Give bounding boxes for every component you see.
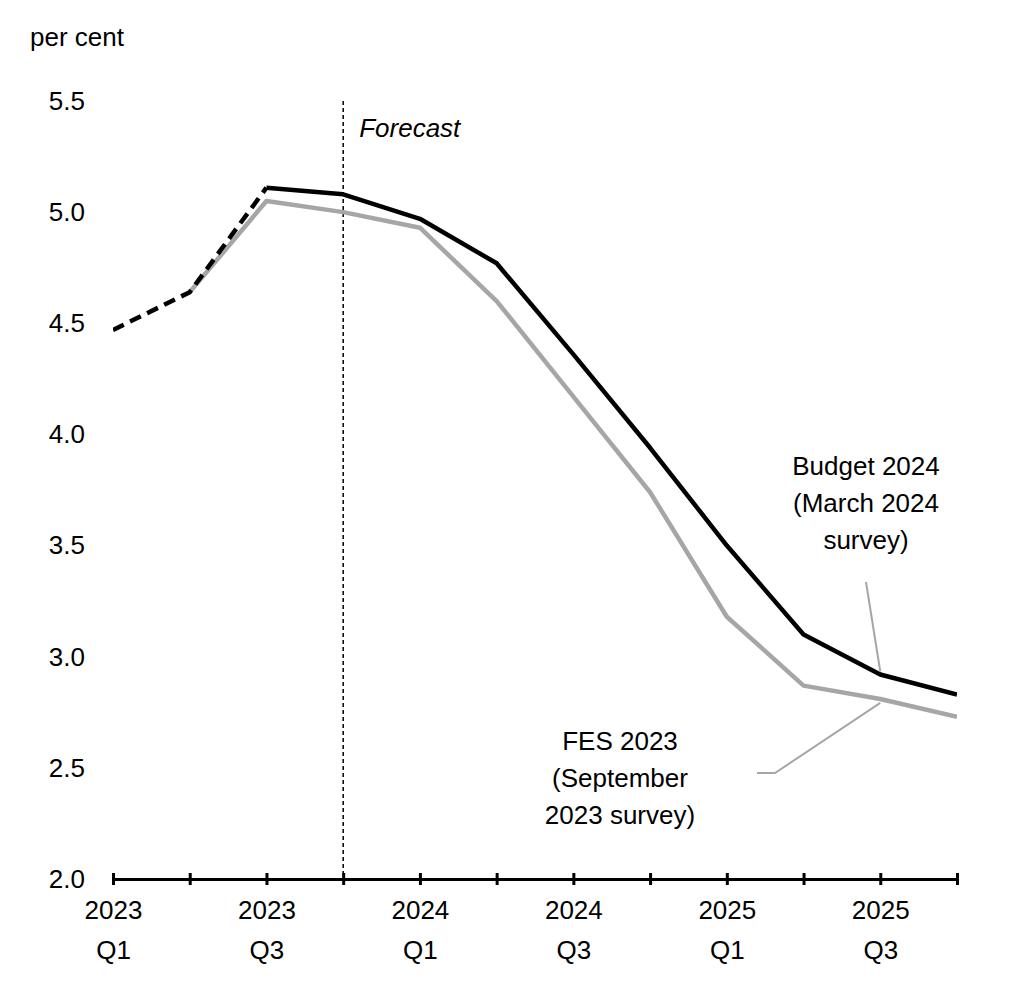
y-tick: 3.0: [49, 642, 113, 672]
y-axis-line: [113, 102, 114, 880]
x-tick-label: 2023Q3: [238, 895, 296, 965]
y-axis: 2.0 2.5 3.0 3.5 4.0 4.5 5.0 5.5: [49, 86, 114, 894]
y-tick-label: 3.0: [49, 642, 85, 672]
forecast-line: [342, 101, 344, 879]
x-tick-mark: [189, 873, 192, 885]
x-tick: [957, 873, 958, 885]
x-tick-mark: [956, 873, 959, 885]
y-tick-label: 4.5: [49, 308, 85, 338]
x-tick-mark: [112, 873, 115, 885]
series-line: [113, 188, 266, 330]
forecast-label: Forecast: [359, 113, 462, 143]
y-tick: 5.0: [49, 197, 113, 227]
y-tick-label: 2.0: [49, 864, 85, 894]
y-tick-label: 2.5: [49, 753, 85, 783]
series-line: [266, 188, 957, 695]
x-tick-label: 2024Q1: [391, 895, 449, 965]
y-tick: 3.5: [49, 530, 113, 560]
y-tick: 5.5: [49, 86, 113, 116]
series-label: FES 2023(September2023 survey): [545, 726, 695, 830]
x-tick-label: 2023Q1: [85, 895, 143, 965]
x-tick-mark: [879, 873, 882, 885]
series-line: [190, 201, 957, 717]
x-tick-label: 2024Q3: [545, 895, 603, 965]
x-tick: 2024Q1: [391, 873, 449, 965]
x-tick-mark: [649, 873, 652, 885]
x-tick-mark: [419, 873, 422, 885]
x-tick: [650, 873, 651, 885]
x-tick-mark: [726, 873, 729, 885]
y-tick-label: 3.5: [49, 530, 85, 560]
x-tick: [190, 873, 191, 885]
x-tick-mark: [572, 873, 575, 885]
y-tick: 2.5: [49, 753, 113, 783]
x-tick: 2023Q1: [85, 873, 143, 965]
x-tick-mark: [803, 873, 806, 885]
x-axis: 2023Q1 2023Q3 2024Q1 2024Q3 2025Q1 2025Q3: [85, 873, 958, 965]
y-tick: 2.0: [49, 864, 113, 894]
x-tick: 2024Q3: [545, 873, 603, 965]
series-label: Budget 2024(March 2024survey): [792, 451, 939, 555]
x-tick-mark: [496, 873, 499, 885]
plot: 2.0 2.5 3.0 3.5 4.0 4.5 5.0 5.5 2023Q1 2023Q3 2024…: [49, 86, 958, 965]
y-tick: 4.5: [49, 308, 113, 338]
leader-line: [757, 703, 880, 773]
y-axis-title: per cent: [30, 22, 125, 52]
lines: [113, 188, 957, 717]
x-tick-label: 2025Q3: [852, 895, 910, 965]
y-tick-label: 5.0: [49, 197, 85, 227]
x-tick: 2023Q3: [238, 873, 296, 965]
x-tick: [804, 873, 805, 885]
chart: 2.0 2.5 3.0 3.5 4.0 4.5 5.0 5.5 2023Q1 2023Q3 2024…: [0, 0, 1022, 1005]
x-tick: 2025Q3: [852, 873, 910, 965]
y-tick-label: 5.5: [49, 86, 85, 116]
x-tick-mark: [265, 873, 268, 885]
x-axis-line: [114, 878, 958, 881]
y-tick: 4.0: [49, 419, 113, 449]
leader-line: [866, 582, 880, 671]
x-tick: [497, 873, 498, 885]
x-tick-label: 2025Q1: [698, 895, 756, 965]
x-tick: 2025Q1: [698, 873, 756, 965]
y-tick-label: 4.0: [49, 419, 85, 449]
